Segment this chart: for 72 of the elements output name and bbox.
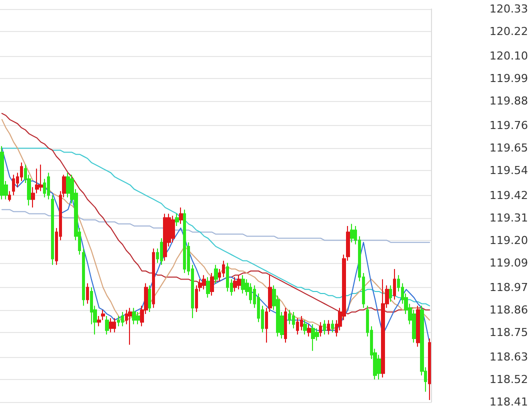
- candlestick: [323, 320, 326, 335]
- candlestick: [300, 316, 303, 331]
- candlestick: [117, 316, 120, 327]
- candlestick: [241, 274, 245, 294]
- candlestick: [237, 274, 241, 290]
- y-tick-label: 119.20: [490, 234, 528, 247]
- candlestick: [393, 268, 396, 300]
- candlestick: [171, 215, 175, 243]
- y-tick-label: 119.09: [490, 256, 528, 270]
- candlestick: [206, 276, 210, 298]
- candlestick: [428, 338, 431, 400]
- candlestick: [319, 322, 322, 337]
- y-tick-label: 118.63: [490, 350, 528, 364]
- y-tick-label: 118.86: [490, 303, 528, 316]
- candlestick: [132, 307, 136, 325]
- candlestick: [183, 209, 186, 274]
- y-tick-label: 119.42: [490, 188, 528, 202]
- candlestick: [303, 320, 307, 335]
- candlestick: [51, 194, 54, 266]
- candlestick: [389, 284, 392, 302]
- y-tick-label: 119.76: [490, 119, 528, 132]
- candlestick: [222, 260, 225, 278]
- candlestick: [0, 146, 4, 200]
- candlestick: [331, 320, 334, 333]
- candlestick: [202, 274, 206, 290]
- candlestick: [160, 238, 163, 266]
- candlestick: [47, 172, 50, 200]
- candlestick: [292, 311, 295, 329]
- y-tick-label: 118.41: [490, 396, 528, 408]
- candlestick: [327, 320, 330, 335]
- candlestick: [163, 213, 167, 262]
- candlestick: [86, 282, 89, 304]
- candlestick: [226, 262, 229, 292]
- candlestick: [109, 318, 113, 333]
- candlestick: [136, 311, 140, 325]
- candlestick: [12, 174, 15, 196]
- line-series: [1, 148, 430, 306]
- candlestick: [350, 223, 354, 243]
- candlestick: [128, 307, 132, 346]
- candlestick: [296, 318, 299, 335]
- candlestick: [416, 305, 420, 348]
- candlestick: [210, 272, 214, 296]
- y-tick-label: 119.54: [490, 164, 528, 178]
- candlestick: [288, 309, 291, 325]
- candlestick: [152, 248, 155, 308]
- candlestick: [8, 190, 11, 202]
- candlestick: [284, 307, 287, 344]
- candlestick: [175, 213, 179, 226]
- y-tick-label: 119.65: [490, 142, 528, 155]
- line-series: [1, 209, 430, 243]
- candlestick: [249, 282, 252, 304]
- candlestick: [233, 276, 237, 292]
- candlestick: [39, 164, 43, 192]
- y-tick-label: 119.31: [490, 211, 528, 224]
- y-tick-label: 120.22: [490, 25, 528, 38]
- y-tick-label: 118.52: [490, 372, 528, 386]
- y-tick-label: 119.99: [490, 72, 528, 86]
- y-tick-label: 119.88: [490, 94, 528, 108]
- y-tick-label: 118.75: [490, 326, 528, 339]
- y-tick-label: 120.33: [490, 2, 528, 16]
- y-tick-label: 118.97: [490, 280, 528, 294]
- candlestick: [311, 324, 315, 352]
- candlestick: [214, 264, 218, 284]
- candlestick: [148, 284, 151, 312]
- y-tick-label: 120.10: [490, 50, 528, 63]
- candlestick: [82, 248, 85, 306]
- candlestick: [121, 311, 124, 327]
- candlestick: [179, 207, 183, 224]
- candlestick: [105, 316, 109, 335]
- candlestick: [307, 324, 311, 337]
- candlestick: [381, 278, 385, 378]
- candlestick: [113, 318, 116, 333]
